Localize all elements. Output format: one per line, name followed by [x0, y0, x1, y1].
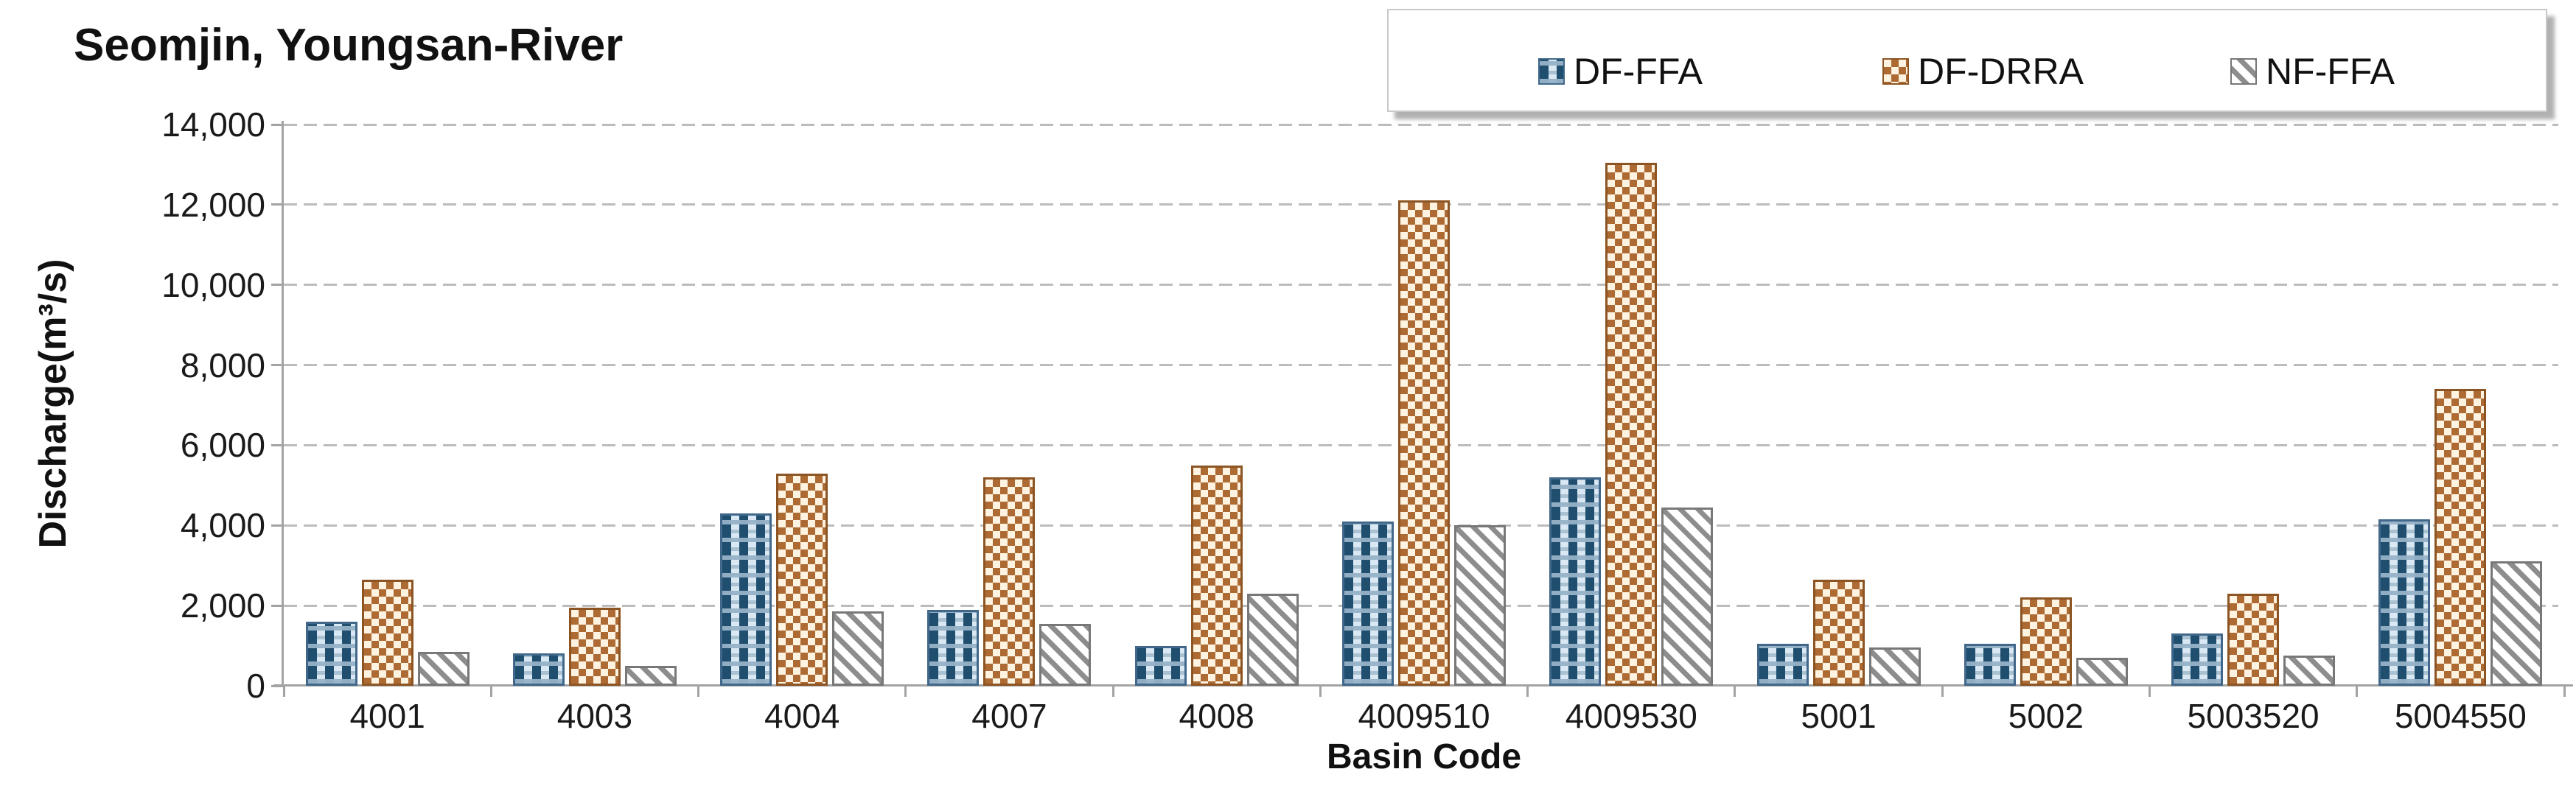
legend-item-nf-ffa: NF-FFA: [2230, 50, 2395, 93]
x-tick-mark: [1941, 686, 1944, 697]
x-category-label-5002: 5002: [2008, 697, 2084, 735]
gray-hatch-swatch-icon: [2230, 58, 2257, 85]
x-category-label-4009530: 4009530: [1565, 697, 1697, 735]
bar-NF-FFA-5003520: [2283, 656, 2336, 686]
bar-DF-DRRA-5002: [2020, 597, 2072, 686]
bar-DF-FFA-5003520: [2171, 633, 2224, 686]
x-tick-mark: [904, 686, 907, 697]
bar-DF-FFA-4009530: [1549, 477, 1602, 686]
x-tick-mark: [2356, 686, 2359, 697]
x-category-label-4004: 4004: [764, 697, 840, 735]
x-tick-mark: [2563, 686, 2566, 697]
y-tick-mark: [271, 284, 283, 287]
y-tick-label-10,000: 10,000: [161, 265, 265, 304]
x-category-label-5004550: 5004550: [2394, 697, 2527, 735]
x-tick-mark: [1734, 686, 1736, 697]
y-tick-mark: [271, 684, 283, 687]
bar-DF-DRRA-5004550: [2434, 389, 2487, 686]
x-category-label-4003: 4003: [556, 697, 633, 735]
y-tick-label-6,000: 6,000: [180, 426, 265, 465]
x-category-label-4007: 4007: [971, 697, 1047, 735]
bar-NF-FFA-4001: [417, 652, 470, 686]
bar-DF-FFA-5004550: [2378, 519, 2431, 686]
x-axis-title: Basin Code: [1326, 737, 1522, 776]
x-category-label-5003520: 5003520: [2187, 697, 2320, 735]
y-tick-label-0: 0: [246, 667, 265, 705]
x-tick-mark: [1111, 686, 1114, 697]
y-axis-line: [282, 121, 284, 687]
bar-DF-DRRA-4001: [361, 580, 413, 686]
gridline-14000: [284, 123, 2558, 126]
x-tick-mark: [489, 686, 492, 697]
y-tick-mark: [271, 123, 283, 126]
bar-DF-FFA-4001: [305, 622, 357, 686]
bar-DF-FFA-4007: [927, 610, 980, 686]
bar-DF-FFA-4009510: [1342, 522, 1394, 686]
bar-DF-DRRA-4003: [568, 608, 621, 686]
bar-DF-DRRA-5003520: [2227, 594, 2280, 686]
bar-DF-FFA-4003: [512, 653, 565, 686]
bar-DF-DRRA-4009530: [1605, 163, 1658, 686]
x-category-label-4009510: 4009510: [1358, 697, 1490, 735]
bar-DF-FFA-5001: [1756, 644, 1809, 686]
bar-NF-FFA-5001: [1868, 647, 1921, 686]
y-tick-mark: [271, 203, 283, 206]
x-tick-mark: [1319, 686, 1322, 697]
legend-label: DF-FFA: [1574, 51, 1703, 92]
y-axis-title: Discharge(m³/s): [32, 259, 74, 549]
y-tick-mark: [271, 604, 283, 607]
blue-plaid-swatch-icon: [1538, 58, 1565, 85]
bar-NF-FFA-4003: [624, 666, 677, 686]
legend-label: DF-DRRA: [1918, 51, 2084, 92]
bar-DF-FFA-4008: [1134, 646, 1187, 686]
bar-NF-FFA-5004550: [2491, 561, 2543, 686]
bar-DF-FFA-4004: [720, 513, 772, 686]
y-tick-label-4,000: 4,000: [180, 506, 265, 545]
x-tick-mark: [697, 686, 700, 697]
y-tick-mark: [271, 524, 283, 527]
y-tick-mark: [271, 443, 283, 446]
y-tick-label-12,000: 12,000: [161, 185, 265, 224]
legend-label: NF-FFA: [2266, 51, 2395, 92]
x-category-label-4008: 4008: [1179, 697, 1254, 735]
bar-DF-DRRA-4009510: [1398, 200, 1450, 686]
x-category-label-4001: 4001: [349, 697, 425, 735]
bar-NF-FFA-4008: [1246, 594, 1299, 686]
bar-DF-DRRA-4008: [1190, 466, 1243, 686]
legend-item-df-drra: DF-DRRA: [1882, 50, 2084, 93]
y-tick-label-14,000: 14,000: [161, 105, 265, 144]
chart-title: Seomjin, Youngsan-River: [74, 20, 624, 71]
bar-DF-FFA-5002: [1964, 644, 2016, 686]
x-tick-mark: [282, 686, 285, 697]
bar-DF-DRRA-4007: [983, 477, 1036, 686]
bar-NF-FFA-5002: [2076, 658, 2128, 686]
orange-check-swatch-icon: [1882, 58, 1909, 85]
bar-NF-FFA-4009530: [1661, 508, 1714, 686]
bar-NF-FFA-4004: [832, 611, 884, 686]
x-tick-mark: [2148, 686, 2151, 697]
bar-DF-DRRA-5001: [1812, 580, 1865, 686]
legend-item-df-ffa: DF-FFA: [1538, 50, 1703, 93]
legend: DF-FFA DF-DRRA NF-FFA: [1387, 9, 2547, 112]
bar-NF-FFA-4009510: [1454, 525, 1506, 686]
bar-NF-FFA-4007: [1039, 624, 1092, 686]
bar-DF-DRRA-4004: [776, 474, 828, 686]
plot-area: [284, 123, 2564, 686]
x-category-label-5001: 5001: [1801, 697, 1877, 735]
x-tick-mark: [1526, 686, 1529, 697]
y-tick-label-2,000: 2,000: [180, 586, 265, 625]
y-tick-mark: [271, 364, 283, 367]
y-tick-label-8,000: 8,000: [180, 345, 265, 385]
